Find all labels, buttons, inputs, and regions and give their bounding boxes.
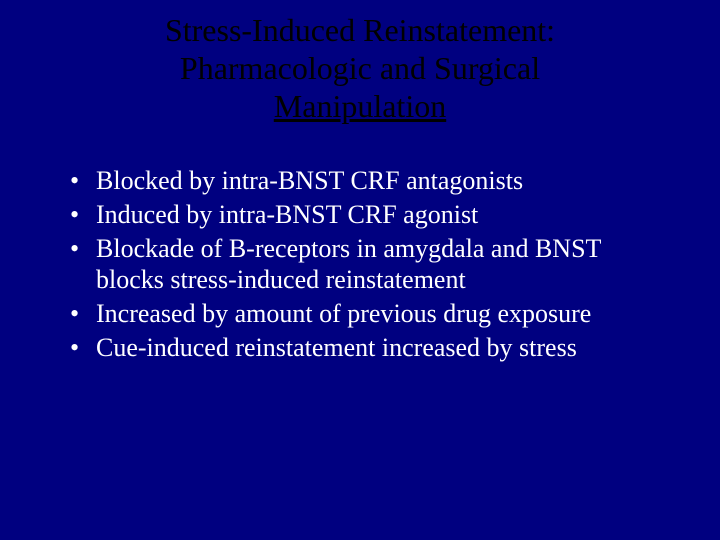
list-item: Cue-induced reinstatement increased by s…	[70, 332, 670, 364]
bullet-list: Blocked by intra-BNST CRF antagonists In…	[50, 165, 670, 363]
title-line-3: Manipulation	[274, 88, 446, 124]
list-item: Blocked by intra-BNST CRF antagonists	[70, 165, 670, 197]
list-item: Blockade of B-receptors in amygdala and …	[70, 233, 670, 296]
bullet-text: Induced by intra-BNST CRF agonist	[96, 200, 478, 229]
slide-title: Stress-Induced Reinstatement: Pharmacolo…	[80, 12, 640, 125]
bullet-text: Increased by amount of previous drug exp…	[96, 299, 591, 328]
list-item: Induced by intra-BNST CRF agonist	[70, 199, 670, 231]
bullet-text: Blocked by intra-BNST CRF antagonists	[96, 166, 523, 195]
title-line-1: Stress-Induced Reinstatement:	[165, 12, 555, 48]
bullet-text: Cue-induced reinstatement increased by s…	[96, 333, 577, 362]
list-item: Increased by amount of previous drug exp…	[70, 298, 670, 330]
bullet-text: Blockade of B-receptors in amygdala and …	[96, 234, 601, 295]
title-line-2: Pharmacologic and Surgical	[180, 50, 540, 86]
slide-container: Stress-Induced Reinstatement: Pharmacolo…	[0, 0, 720, 540]
